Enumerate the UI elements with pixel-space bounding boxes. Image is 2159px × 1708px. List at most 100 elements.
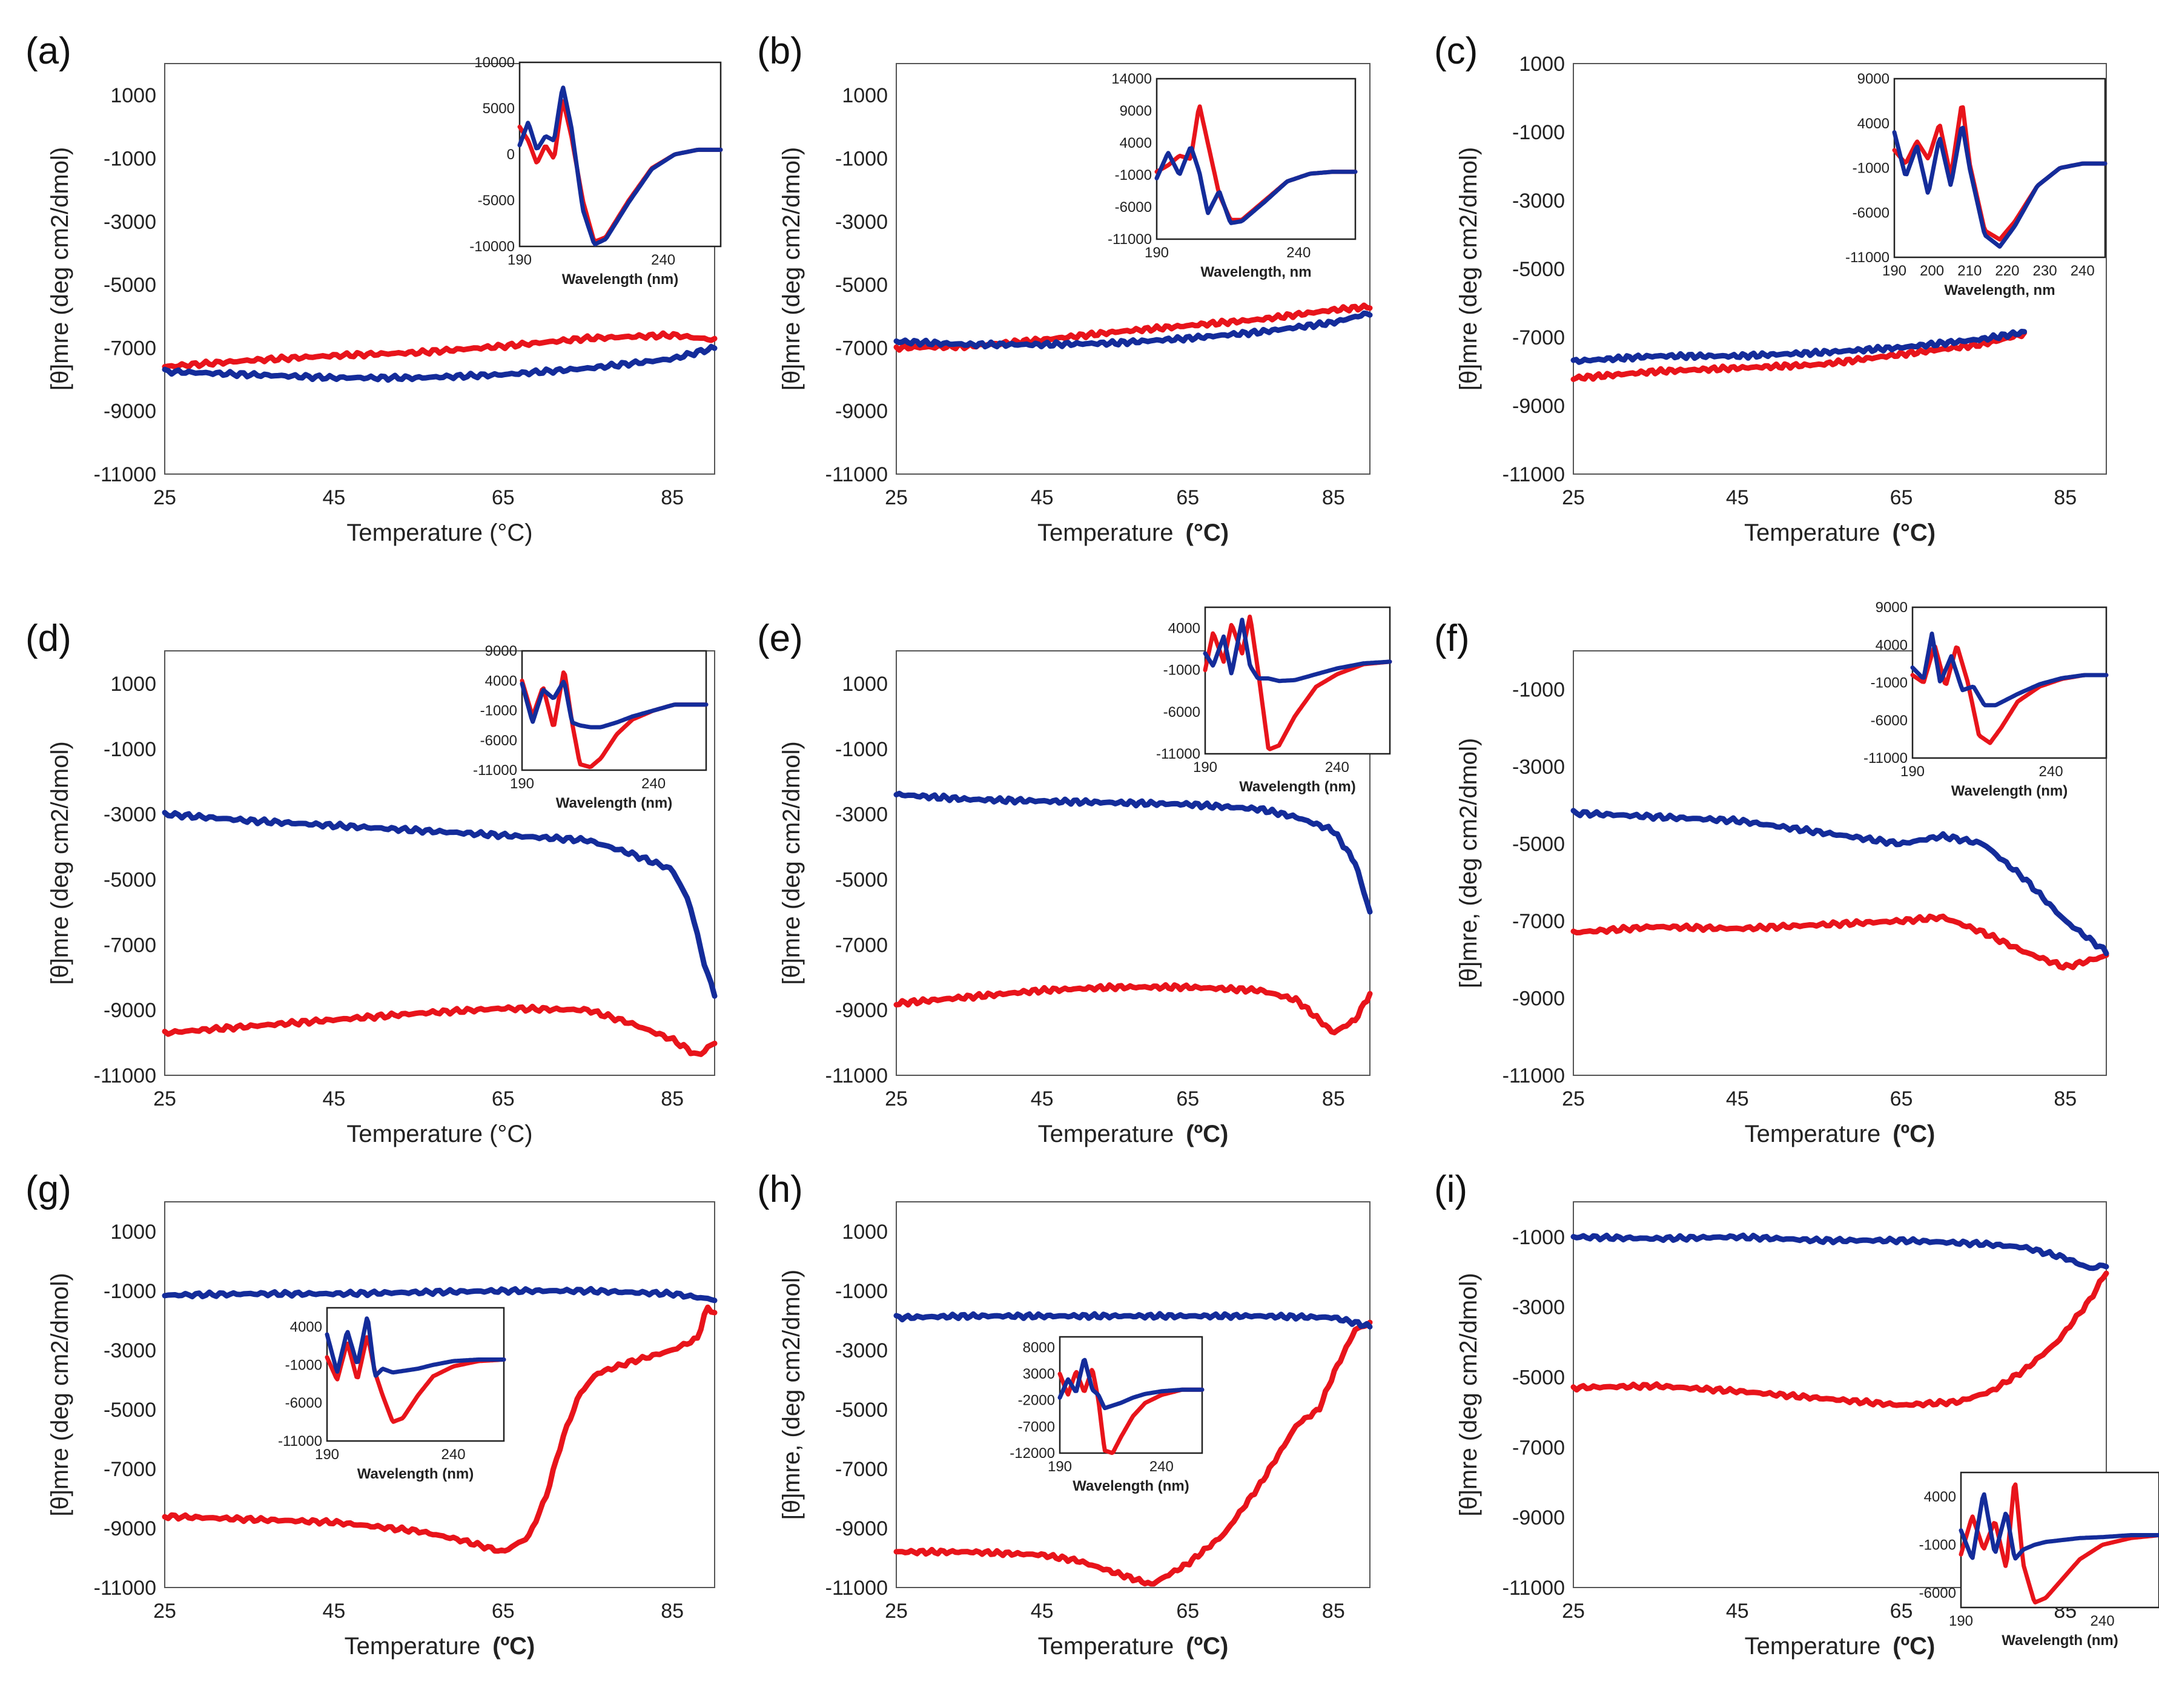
panel-label: (i) — [1434, 1169, 1467, 1210]
y-tick-label: 1000 — [842, 673, 888, 696]
x-axis-unit: (ºC) — [1186, 1633, 1228, 1660]
panel-d: (d)1000-1000-3000-5000-7000-9000-1100025… — [25, 618, 718, 1147]
y-tick-label: -11000 — [1503, 1577, 1565, 1600]
y-axis-label: [θ]mre (deg cm2/dmol) — [778, 147, 805, 391]
y-axis-label: [θ]mre, (deg cm2/dmol) — [778, 1270, 805, 1520]
x-tick-label: 65 — [1176, 1600, 1199, 1623]
inset-y-tick-label: 4000 — [1876, 637, 1908, 653]
x-tick-label: 65 — [1890, 486, 1913, 509]
y-tick-label: -9000 — [104, 1517, 156, 1540]
x-tick-label: 65 — [492, 1600, 515, 1623]
inset-x-tick-label: 190 — [1949, 1613, 1973, 1629]
y-tick-label: -9000 — [104, 400, 156, 423]
panel-label: (c) — [1434, 30, 1478, 72]
x-tick-label: 25 — [153, 1600, 176, 1623]
panel-b: (b)1000-1000-3000-5000-7000-9000-1100025… — [757, 30, 1373, 546]
inset-x-tick-label: 200 — [1920, 263, 1944, 279]
x-tick-label: 25 — [153, 1087, 176, 1110]
y-tick-label: -1000 — [835, 738, 888, 761]
y-tick-label: -9000 — [835, 999, 888, 1022]
y-axis-label: [θ]mre (deg cm2/dmol) — [1455, 1273, 1482, 1516]
series-line-blue — [893, 1311, 1373, 1330]
panel-label: (a) — [25, 30, 71, 72]
y-tick-label: -5000 — [1512, 833, 1565, 856]
y-tick-label: -1000 — [104, 1280, 156, 1303]
inset-y-tick-label: -11000 — [278, 1433, 322, 1449]
inset-chart: 4000 -1000 -6000 190 240 Wavelength (nm) — [1919, 1471, 2159, 1649]
inset-y-tick-label: 9000 — [485, 643, 517, 659]
inset-y-tick-label: 0 — [507, 147, 515, 163]
inset-x-tick-label: 190 — [1900, 763, 1925, 780]
series-line-blue — [162, 809, 718, 999]
y-tick-label: -5000 — [835, 1399, 888, 1422]
y-tick-label: -11000 — [1503, 1064, 1565, 1087]
x-tick-label: 85 — [1322, 1087, 1345, 1110]
y-tick-label: -9000 — [835, 1517, 888, 1540]
series-line-blue — [1570, 1232, 2109, 1271]
inset-x-tick-label: 190 — [508, 252, 532, 268]
inset-series-line-blue — [1959, 1492, 2159, 1561]
x-axis-label: Temperature (ºC) — [1745, 1633, 1936, 1660]
inset-series-line-blue — [517, 85, 723, 246]
inset-y-tick-label: 4000 — [1168, 621, 1200, 637]
x-tick-label: 65 — [492, 486, 515, 509]
series-line-red — [1570, 330, 2028, 382]
y-tick-label: -3000 — [835, 211, 888, 234]
inset-series-line-blue — [1892, 125, 2108, 249]
x-axis-unit: (°C) — [1893, 519, 1936, 546]
inset-series-line-red — [1959, 1482, 2159, 1604]
inset-y-tick-label: 14000 — [1111, 71, 1152, 87]
y-tick-label: -1000 — [1512, 1226, 1565, 1249]
panel-label: (h) — [757, 1169, 803, 1210]
panel-label: (f) — [1434, 618, 1470, 659]
y-axis-label: [θ]mre, (deg cm2/dmol) — [1455, 738, 1482, 988]
panel-label: (e) — [757, 618, 803, 659]
inset-y-tick-label: -11000 — [1108, 231, 1152, 248]
x-tick-label: 25 — [153, 486, 176, 509]
inset-x-axis-label: Wavelength, nm — [1944, 282, 2055, 298]
inset-x-tick-label: 190 — [1882, 263, 1906, 279]
y-axis-label: [θ]mre (deg cm2/dmol) — [47, 741, 73, 984]
panel-h: (h) 1000 -1000 -3000 -5000 -7000 -9000 -1100025… — [757, 1169, 1373, 1660]
inset-frame — [1893, 77, 2106, 259]
inset-y-tick-label: 5000 — [483, 101, 515, 117]
x-tick-label: 45 — [1726, 486, 1749, 509]
x-tick-label: 25 — [885, 486, 908, 509]
y-tick-label: -5000 — [835, 868, 888, 891]
series-line-blue — [893, 791, 1373, 915]
inset-y-tick-label: -1000 — [285, 1357, 322, 1373]
inset-y-tick-label: 9000 — [1876, 599, 1908, 616]
y-tick-label: -9000 — [1512, 1506, 1565, 1529]
x-tick-label: 85 — [2054, 1087, 2077, 1110]
inset-frame — [326, 1307, 505, 1442]
x-tick-label: 45 — [1031, 1600, 1054, 1623]
inset-y-tick-label: -11000 — [473, 762, 517, 779]
x-tick-label: 65 — [1890, 1087, 1913, 1110]
inset-x-tick-label: 210 — [1957, 263, 1982, 279]
y-tick-label: -11000 — [94, 463, 156, 486]
inset-x-tick-label: 240 — [441, 1446, 466, 1463]
panel-e: (e)1000-1000-3000-5000-7000-9000-1100025… — [757, 606, 1392, 1147]
x-tick-label: 25 — [1562, 486, 1585, 509]
inset-y-tick-label: 4000 — [1120, 135, 1152, 151]
y-tick-label: 1000 — [1519, 53, 1565, 76]
x-tick-label: 25 — [1562, 1600, 1585, 1623]
x-tick-label: 25 — [885, 1600, 908, 1623]
inset-x-tick-label: 240 — [1325, 759, 1349, 776]
inset-x-tick-label: 190 — [1193, 759, 1217, 776]
x-axis-unit: (ºC) — [1893, 1121, 1935, 1147]
inset-y-tick-label: -6000 — [480, 733, 517, 749]
inset-y-tick-label: 8000 — [1023, 1339, 1055, 1356]
y-tick-label: -3000 — [104, 1339, 156, 1362]
inset-x-tick-label: 240 — [2039, 763, 2063, 780]
x-tick-label: 45 — [1726, 1087, 1749, 1110]
inset-x-tick-label: 190 — [315, 1446, 339, 1463]
panel-label: (b) — [757, 30, 803, 72]
inset-y-tick-label: -6000 — [1853, 205, 1890, 221]
y-tick-label: -7000 — [1512, 1436, 1565, 1459]
x-axis-unit: (ºC) — [492, 1633, 535, 1660]
y-tick-label: -5000 — [835, 274, 888, 297]
